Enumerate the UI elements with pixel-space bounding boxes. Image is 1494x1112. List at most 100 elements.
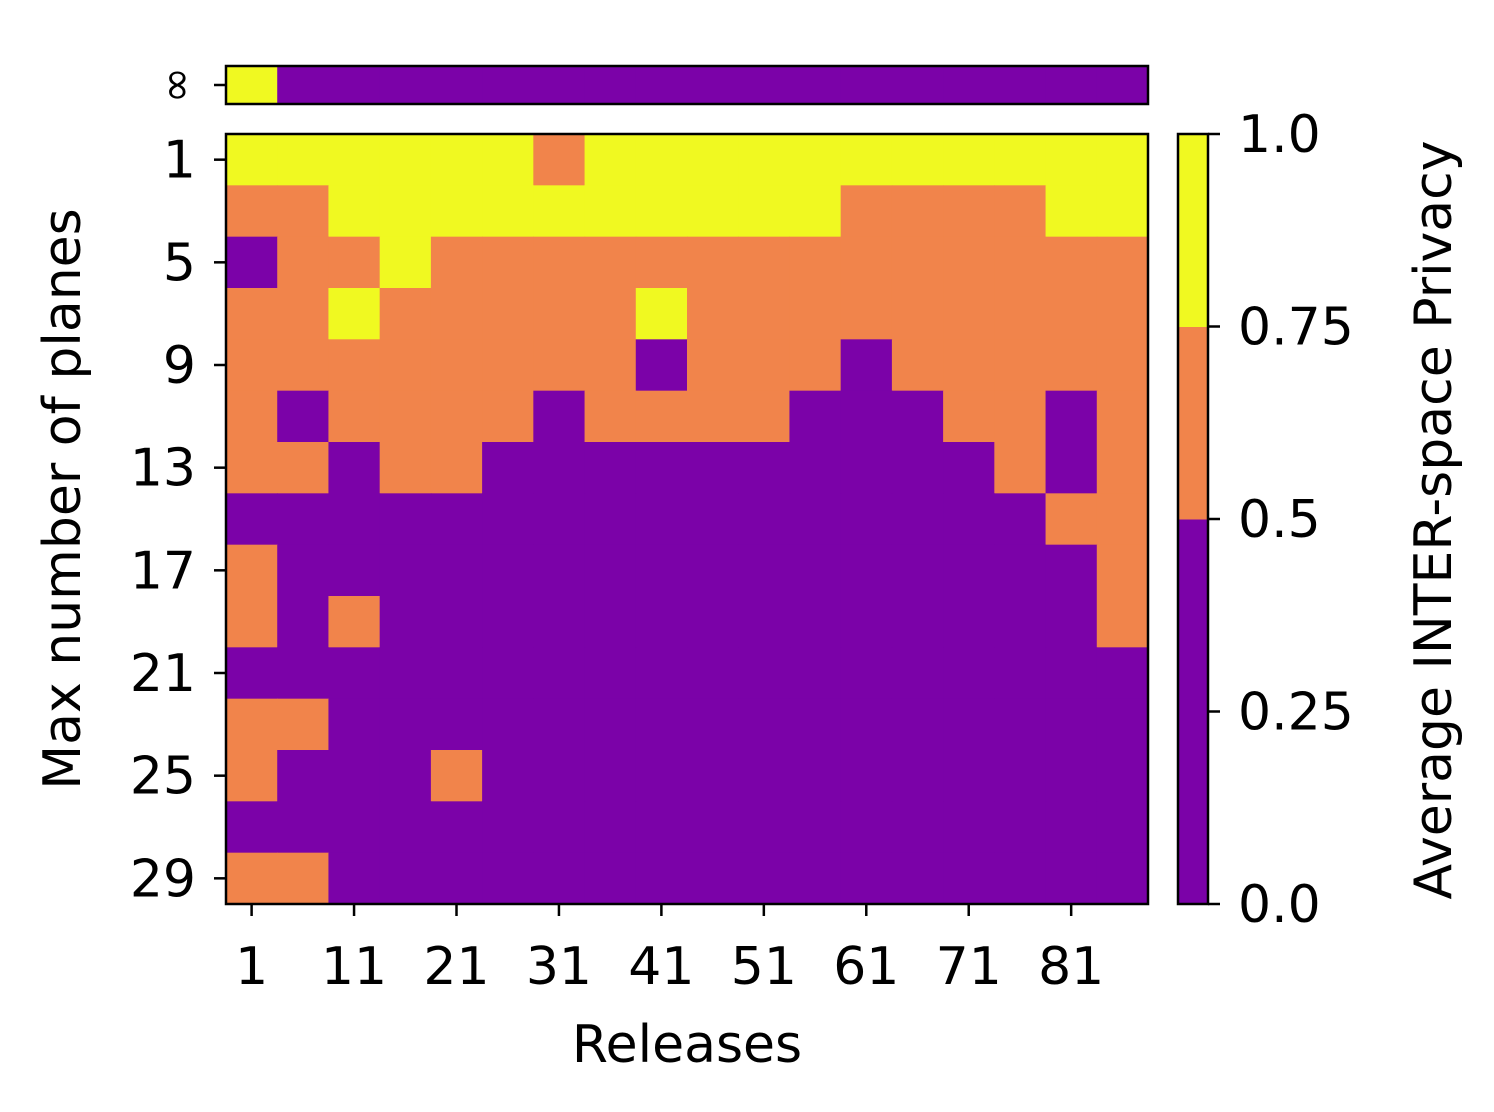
infinity-row-cell bbox=[379, 66, 432, 104]
heatmap-cell bbox=[891, 596, 944, 648]
heatmap-cell bbox=[943, 185, 995, 238]
heatmap-cell bbox=[1096, 544, 1149, 597]
infinity-row-cell bbox=[226, 66, 278, 104]
heatmap-cell bbox=[379, 390, 432, 443]
heatmap-cell bbox=[379, 185, 432, 238]
heatmap-cell bbox=[584, 134, 637, 186]
heatmap-cell bbox=[277, 544, 330, 597]
heatmap-cell bbox=[891, 339, 944, 392]
heatmap-cell bbox=[1045, 596, 1098, 648]
heatmap-cell bbox=[328, 544, 381, 597]
heatmap-cell bbox=[994, 750, 1047, 802]
heatmap-cell bbox=[994, 647, 1047, 700]
heatmap-cell bbox=[482, 596, 534, 648]
heatmap-cell bbox=[1045, 185, 1098, 238]
colorbar-tick-label: 0.5 bbox=[1238, 490, 1321, 550]
heatmap-cell bbox=[687, 801, 739, 854]
heatmap-cell bbox=[328, 852, 381, 905]
x-tick-label: 21 bbox=[423, 937, 489, 997]
x-axis-label: Releases bbox=[572, 1015, 802, 1075]
heatmap-cell bbox=[1096, 134, 1149, 186]
heatmap-cell bbox=[533, 647, 586, 700]
colorbar-bin bbox=[1178, 519, 1208, 905]
heatmap-cell bbox=[1096, 288, 1149, 340]
heatmap-cell bbox=[533, 698, 586, 751]
colorbar-label: Average INTER-space Privacy bbox=[1404, 140, 1464, 899]
heatmap-cell bbox=[226, 236, 278, 289]
heatmap-cell bbox=[635, 134, 688, 186]
heatmap-cell bbox=[328, 185, 381, 238]
heatmap-cell bbox=[328, 442, 381, 494]
heatmap-cell bbox=[1045, 647, 1098, 700]
heatmap-cell bbox=[482, 852, 534, 905]
heatmap-cell bbox=[840, 544, 893, 597]
heatmap-cell bbox=[584, 544, 637, 597]
heatmap-cell bbox=[738, 185, 791, 238]
heatmap-cell bbox=[891, 185, 944, 238]
heatmap-cell bbox=[584, 493, 637, 546]
heatmap-cell bbox=[328, 698, 381, 751]
heatmap-cell bbox=[533, 852, 586, 905]
heatmap-cell bbox=[533, 596, 586, 648]
heatmap-cell bbox=[430, 801, 483, 854]
x-tick-label: 1 bbox=[235, 937, 268, 997]
heatmap-cell bbox=[840, 698, 893, 751]
heatmap-cell bbox=[635, 801, 688, 854]
heatmap-cell bbox=[789, 647, 842, 700]
heatmap-cell bbox=[328, 801, 381, 854]
heatmap-cell bbox=[533, 750, 586, 802]
heatmap-cell bbox=[328, 647, 381, 700]
heatmap-cell bbox=[994, 544, 1047, 597]
heatmap-cell bbox=[789, 698, 842, 751]
heatmap-cell bbox=[994, 288, 1047, 340]
heatmap-cell bbox=[328, 390, 381, 443]
heatmap-cell bbox=[482, 750, 534, 802]
heatmap-cell bbox=[891, 236, 944, 289]
heatmap-cell bbox=[379, 596, 432, 648]
infinity-row-cell bbox=[635, 66, 688, 104]
x-tick-label: 41 bbox=[628, 937, 694, 997]
heatmap-cell bbox=[738, 544, 791, 597]
heatmap-cell bbox=[226, 647, 278, 700]
heatmap-cell bbox=[994, 596, 1047, 648]
heatmap-cell bbox=[687, 493, 739, 546]
heatmap-cell bbox=[943, 801, 995, 854]
heatmap-cell bbox=[1045, 236, 1098, 289]
heatmap-cell bbox=[840, 596, 893, 648]
heatmap-cell bbox=[687, 288, 739, 340]
heatmap-cell bbox=[738, 390, 791, 443]
heatmap-cells bbox=[226, 134, 1149, 905]
heatmap-cell bbox=[840, 288, 893, 340]
heatmap-cell bbox=[943, 647, 995, 700]
x-axis-ticks: 1 11 21 31 41 51 61 71 81 bbox=[235, 904, 1104, 997]
colorbar-bins bbox=[1178, 134, 1208, 905]
heatmap-cell bbox=[738, 596, 791, 648]
heatmap-cell bbox=[482, 390, 534, 443]
heatmap-cell bbox=[379, 750, 432, 802]
heatmap-cell bbox=[328, 339, 381, 392]
heatmap-cell bbox=[430, 288, 483, 340]
heatmap-cell bbox=[789, 442, 842, 494]
heatmap-cell bbox=[226, 596, 278, 648]
heatmap-cell bbox=[840, 236, 893, 289]
heatmap-cell bbox=[277, 493, 330, 546]
heatmap-cell bbox=[226, 750, 278, 802]
heatmap-cell bbox=[584, 698, 637, 751]
heatmap-cell bbox=[1045, 288, 1098, 340]
heatmap-cell bbox=[789, 544, 842, 597]
heatmap-cell bbox=[687, 236, 739, 289]
heatmap-cell bbox=[1045, 134, 1098, 186]
x-tick-label: 61 bbox=[833, 937, 899, 997]
y-tick-label: 25 bbox=[130, 747, 196, 807]
heatmap-cell bbox=[635, 544, 688, 597]
heatmap-cell bbox=[277, 288, 330, 340]
heatmap-cell bbox=[1096, 698, 1149, 751]
x-tick-label: 31 bbox=[526, 937, 592, 997]
infinity-row-cell bbox=[277, 66, 330, 104]
heatmap-cell bbox=[635, 339, 688, 392]
heatmap-cell bbox=[994, 236, 1047, 289]
infinity-row-cell bbox=[533, 66, 586, 104]
heatmap-cell bbox=[379, 647, 432, 700]
heatmap-cell bbox=[840, 390, 893, 443]
y-tick-label: 29 bbox=[130, 849, 196, 909]
